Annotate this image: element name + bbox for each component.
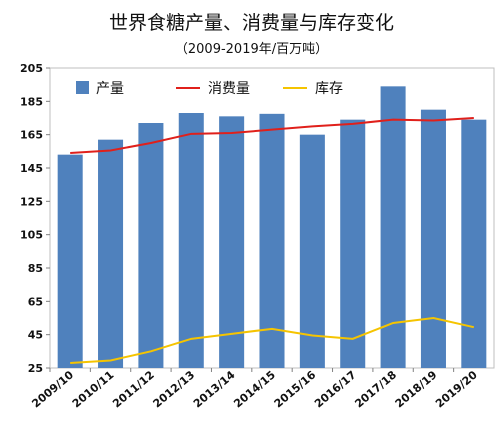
bar-production (340, 119, 366, 369)
x-tick-label: 2018/19 (393, 368, 440, 410)
bar-production (178, 113, 204, 368)
line-stock (70, 316, 475, 364)
line-consumption (70, 117, 474, 154)
y-tick-label: 45 (28, 329, 43, 342)
bar-production (461, 119, 487, 369)
x-tick-label: 2013/14 (191, 368, 238, 410)
x-tick-label: 2010/11 (70, 368, 117, 410)
x-tick-label: 2016/17 (312, 368, 359, 410)
y-tick-label: 25 (28, 362, 43, 375)
x-tick-label: 2019/20 (433, 368, 480, 410)
x-tick-label: 2017/18 (352, 368, 399, 410)
chart-title: 世界食糖产量、消费量与库存变化 (108, 12, 394, 34)
legend-label: 库存 (315, 81, 343, 97)
legend-label: 消费量 (208, 81, 250, 97)
y-tick-label: 125 (20, 195, 43, 208)
y-tick-label: 165 (20, 129, 43, 142)
y-tick-label: 205 (20, 62, 43, 75)
bar-production (138, 123, 164, 368)
bar-production (259, 113, 285, 368)
bar-production (219, 116, 245, 368)
chart-subtitle: （2009-2019年/百万吨） (174, 42, 329, 57)
y-tick-label: 85 (28, 262, 43, 275)
legend-swatch-production (76, 81, 89, 94)
bar-production (299, 134, 325, 368)
x-tick-label: 2011/12 (110, 368, 157, 410)
x-tick-label: 2012/13 (151, 368, 198, 410)
y-tick-label: 65 (28, 295, 43, 308)
y-tick-label: 145 (20, 162, 43, 175)
legend-label: 产量 (96, 81, 124, 97)
bar-production (57, 154, 83, 368)
x-tick-label: 2014/15 (231, 368, 278, 410)
x-tick-label: 2015/16 (272, 368, 319, 410)
y-tick-label: 185 (20, 95, 43, 108)
y-tick-label: 105 (20, 229, 43, 242)
bar-production (98, 139, 124, 368)
bar-production (420, 109, 446, 369)
